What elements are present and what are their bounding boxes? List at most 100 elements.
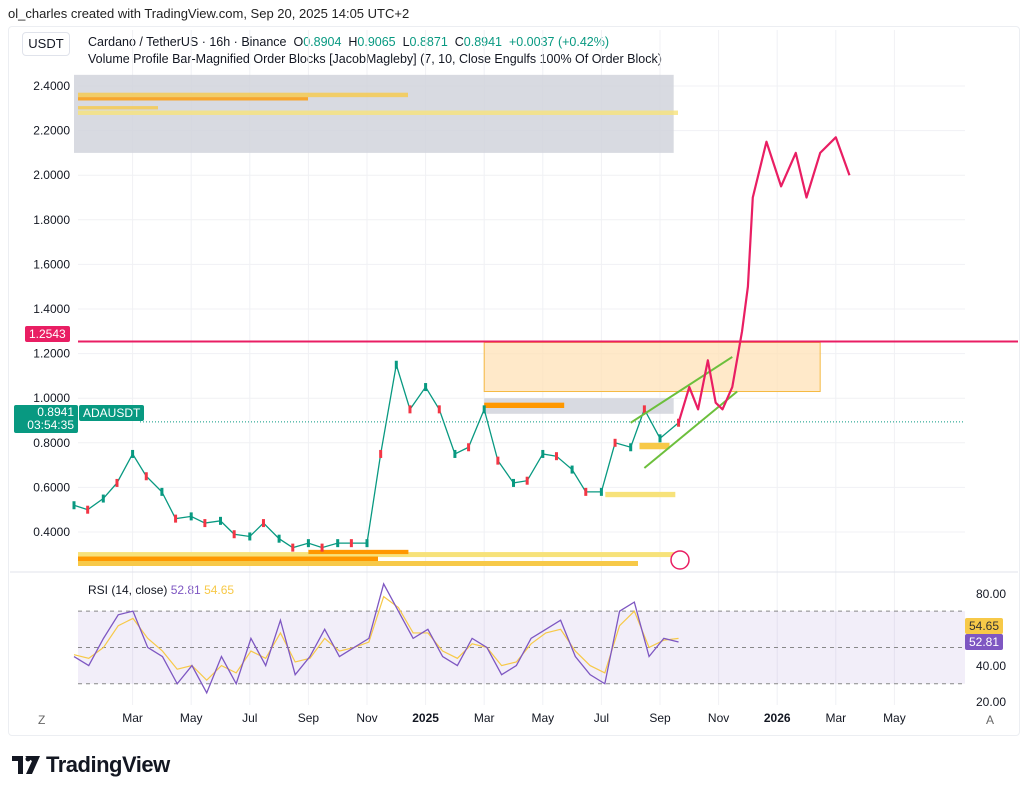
- price-candle: [174, 514, 178, 523]
- open-label: O: [293, 35, 304, 49]
- close-value: 0.8941: [463, 35, 502, 49]
- price-candle: [189, 512, 193, 521]
- time-axis-tick: Jul: [594, 711, 609, 725]
- time-axis-tick: Mar: [474, 711, 495, 725]
- price-candle: [629, 443, 633, 452]
- price-candle: [160, 487, 164, 496]
- close-label: C: [454, 35, 464, 49]
- projection-path: [677, 136, 851, 424]
- open-value: 0.8904: [303, 35, 342, 49]
- price-candle: [599, 487, 603, 496]
- symbol-name[interactable]: Cardano / TetherUS · 16h · Binance: [88, 35, 287, 49]
- time-axis-tick: Mar: [122, 711, 143, 725]
- low-value: 0.8871: [409, 35, 448, 49]
- price-axis-tick: 2.0000: [33, 168, 70, 182]
- auto-scale-button[interactable]: A: [986, 713, 995, 727]
- price-candle: [496, 456, 500, 465]
- time-axis-tick: May: [883, 711, 906, 725]
- last-price: 0.8941: [37, 405, 74, 419]
- tradingview-logo: TradingView: [12, 752, 170, 778]
- price-candle: [437, 405, 441, 414]
- time-axis-tick: May: [180, 711, 203, 725]
- price-candle: [349, 539, 353, 548]
- logo-text: TradingView: [46, 752, 170, 777]
- time-axis-tick: Jul: [242, 711, 257, 725]
- time-axis-tick: Nov: [708, 711, 729, 725]
- volume-profile-bar: [484, 402, 565, 409]
- price-axis-tick: 1.0000: [33, 391, 70, 405]
- price-candle: [306, 539, 310, 548]
- price-candle: [525, 476, 529, 485]
- price-candle: [482, 405, 486, 414]
- price-candle: [320, 543, 324, 552]
- price-candle: [248, 532, 252, 541]
- volume-profile-bar: [78, 106, 158, 110]
- volume-profile-bar: [308, 549, 409, 555]
- volume-profile-bar: [639, 442, 670, 450]
- time-axis-tick: Mar: [825, 711, 846, 725]
- trendline: [630, 356, 733, 424]
- price-candle: [453, 449, 457, 458]
- rsi-tick: 40.00: [976, 659, 1007, 673]
- rsi-label: RSI (14, close): [88, 583, 168, 597]
- price-candle: [394, 360, 398, 369]
- time-axis-tick: Sep: [649, 711, 671, 725]
- price-candle: [86, 505, 90, 514]
- volume-profile-bar: [78, 560, 638, 566]
- price-axis-tick: 1.8000: [33, 213, 70, 227]
- change-value: +0.0037 (+0.42%): [508, 35, 610, 49]
- high-label: H: [348, 35, 358, 49]
- last-price-tag: 0.8941 03:54:35: [14, 405, 78, 433]
- price-candle: [658, 434, 662, 443]
- price-axis-tick: 0.4000: [33, 525, 70, 539]
- price-candle: [72, 501, 76, 510]
- price-candle: [554, 452, 558, 461]
- rsi-tick: 80.00: [976, 587, 1007, 601]
- rsi-ma-value: 54.65: [204, 583, 235, 597]
- zoom-reset-button[interactable]: Z: [38, 713, 46, 727]
- price-candle: [570, 465, 574, 474]
- price-candle: [512, 478, 515, 487]
- ticker-tag: ADAUSDT: [79, 405, 145, 421]
- price-candle: [379, 449, 383, 458]
- price-candle: [408, 405, 412, 414]
- low-label: L: [402, 35, 410, 49]
- price-candle: [613, 438, 617, 447]
- price-candle: [424, 383, 428, 392]
- price-series: [73, 364, 679, 549]
- price-candle: [541, 449, 545, 458]
- price-candle: [261, 519, 265, 528]
- rsi-value-tag: 52.81: [965, 634, 1004, 650]
- price-candle: [131, 449, 135, 458]
- order-block-zone: [484, 398, 674, 414]
- price-candle: [291, 543, 295, 552]
- price-candle: [642, 405, 646, 414]
- time-axis-tick: 2025: [412, 711, 439, 725]
- currency-button[interactable]: USDT: [22, 32, 70, 56]
- price-candle: [365, 539, 369, 548]
- indicator-legend[interactable]: Volume Profile Bar-Magnified Order Block…: [88, 52, 662, 66]
- volume-profile-bar: [78, 556, 378, 562]
- time-axis-tick: May: [531, 711, 554, 725]
- rsi-line: [73, 582, 679, 695]
- price-candle: [232, 530, 236, 539]
- bar-countdown: 03:54:35: [27, 418, 74, 432]
- volume-profile-bar: [78, 552, 678, 558]
- price-axis-tick: 1.4000: [33, 302, 70, 316]
- trendline: [643, 390, 738, 469]
- volume-profile-bar: [78, 110, 678, 115]
- price-axis-tick: 1.6000: [33, 257, 70, 271]
- price-candle: [467, 443, 471, 452]
- price-axis-tick: 2.4000: [33, 79, 70, 93]
- rsi-ma-tag: 54.65: [965, 618, 1004, 634]
- rsi-value: 52.81: [170, 583, 201, 597]
- rsi-legend[interactable]: RSI (14, close) 52.81 54.65: [88, 583, 234, 597]
- volume-profile-bar: [605, 491, 676, 498]
- order-block-zone: [483, 341, 821, 393]
- time-axis-tick: 2026: [764, 711, 791, 725]
- price-candle: [584, 487, 588, 496]
- price-candle: [277, 534, 281, 543]
- price-candle: [144, 472, 148, 481]
- price-axis-tick: 0.8000: [33, 436, 70, 450]
